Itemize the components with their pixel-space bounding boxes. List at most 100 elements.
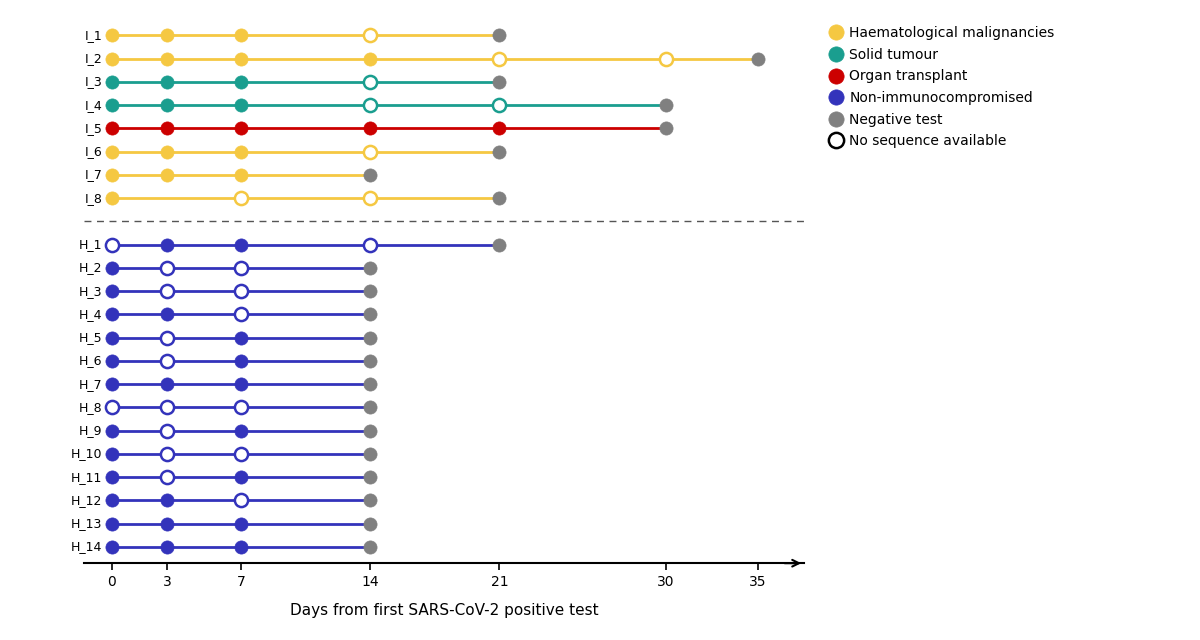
Point xyxy=(232,77,251,87)
Point xyxy=(232,356,251,366)
Point xyxy=(102,263,121,273)
Legend: Haematological malignancies, Solid tumour, Organ transplant, Non-immunocompromis: Haematological malignancies, Solid tumou… xyxy=(833,26,1055,148)
Point xyxy=(360,170,379,180)
Point xyxy=(360,495,379,506)
Point xyxy=(157,77,176,87)
Point xyxy=(360,239,379,250)
Point xyxy=(102,170,121,180)
Text: H_12: H_12 xyxy=(71,494,102,507)
Point xyxy=(656,100,676,110)
Text: I_6: I_6 xyxy=(85,145,102,158)
Point xyxy=(157,542,176,552)
Point xyxy=(157,403,176,413)
Point xyxy=(232,100,251,110)
Point xyxy=(232,309,251,319)
Point xyxy=(360,518,379,529)
Point xyxy=(749,54,768,64)
Text: I_7: I_7 xyxy=(84,168,102,182)
Point xyxy=(157,495,176,506)
Point xyxy=(102,542,121,552)
Point xyxy=(232,193,251,204)
Point xyxy=(102,286,121,296)
Point xyxy=(102,403,121,413)
Point xyxy=(360,379,379,389)
Point xyxy=(157,263,176,273)
Point xyxy=(490,100,509,110)
Point xyxy=(360,54,379,64)
Point xyxy=(232,239,251,250)
Point xyxy=(102,239,121,250)
Point xyxy=(360,403,379,413)
Text: H_14: H_14 xyxy=(71,540,102,554)
Text: I_2: I_2 xyxy=(85,52,102,65)
Point xyxy=(360,77,379,87)
Point xyxy=(102,124,121,134)
Text: I_3: I_3 xyxy=(85,76,102,88)
Point xyxy=(102,30,121,40)
Point xyxy=(656,124,676,134)
Point xyxy=(232,333,251,343)
Point xyxy=(102,100,121,110)
Point xyxy=(102,495,121,506)
Point xyxy=(232,147,251,157)
Point xyxy=(232,426,251,436)
Point xyxy=(157,449,176,459)
Point xyxy=(102,77,121,87)
Point xyxy=(157,147,176,157)
Point xyxy=(490,193,509,204)
Point xyxy=(157,379,176,389)
Point xyxy=(490,239,509,250)
Point xyxy=(360,263,379,273)
X-axis label: Days from first SARS-CoV-2 positive test: Days from first SARS-CoV-2 positive test xyxy=(289,603,599,618)
Point xyxy=(360,333,379,343)
Point xyxy=(157,356,176,366)
Point xyxy=(157,472,176,483)
Point xyxy=(490,77,509,87)
Point xyxy=(656,54,676,64)
Point xyxy=(360,124,379,134)
Text: H_7: H_7 xyxy=(79,378,102,390)
Text: H_1: H_1 xyxy=(79,238,102,252)
Point xyxy=(360,449,379,459)
Point xyxy=(157,100,176,110)
Point xyxy=(102,356,121,366)
Point xyxy=(360,542,379,552)
Text: H_6: H_6 xyxy=(79,355,102,367)
Point xyxy=(157,286,176,296)
Point xyxy=(490,124,509,134)
Point xyxy=(102,193,121,204)
Point xyxy=(360,30,379,40)
Text: H_4: H_4 xyxy=(79,308,102,321)
Point xyxy=(157,239,176,250)
Text: I_5: I_5 xyxy=(84,122,102,135)
Point xyxy=(157,30,176,40)
Point xyxy=(490,30,509,40)
Point xyxy=(232,286,251,296)
Point xyxy=(157,124,176,134)
Point xyxy=(157,426,176,436)
Text: I_1: I_1 xyxy=(85,29,102,42)
Point xyxy=(232,30,251,40)
Point xyxy=(232,379,251,389)
Point xyxy=(102,426,121,436)
Point xyxy=(157,54,176,64)
Point xyxy=(232,518,251,529)
Point xyxy=(102,518,121,529)
Point xyxy=(232,54,251,64)
Point xyxy=(102,54,121,64)
Point xyxy=(490,147,509,157)
Point xyxy=(102,333,121,343)
Point xyxy=(360,147,379,157)
Text: H_11: H_11 xyxy=(71,470,102,484)
Point xyxy=(232,403,251,413)
Text: H_9: H_9 xyxy=(79,424,102,437)
Text: I_8: I_8 xyxy=(84,192,102,205)
Point xyxy=(102,379,121,389)
Point xyxy=(360,426,379,436)
Point xyxy=(157,333,176,343)
Point xyxy=(232,124,251,134)
Text: H_8: H_8 xyxy=(79,401,102,414)
Text: H_3: H_3 xyxy=(79,285,102,298)
Point xyxy=(360,100,379,110)
Text: I_4: I_4 xyxy=(85,99,102,112)
